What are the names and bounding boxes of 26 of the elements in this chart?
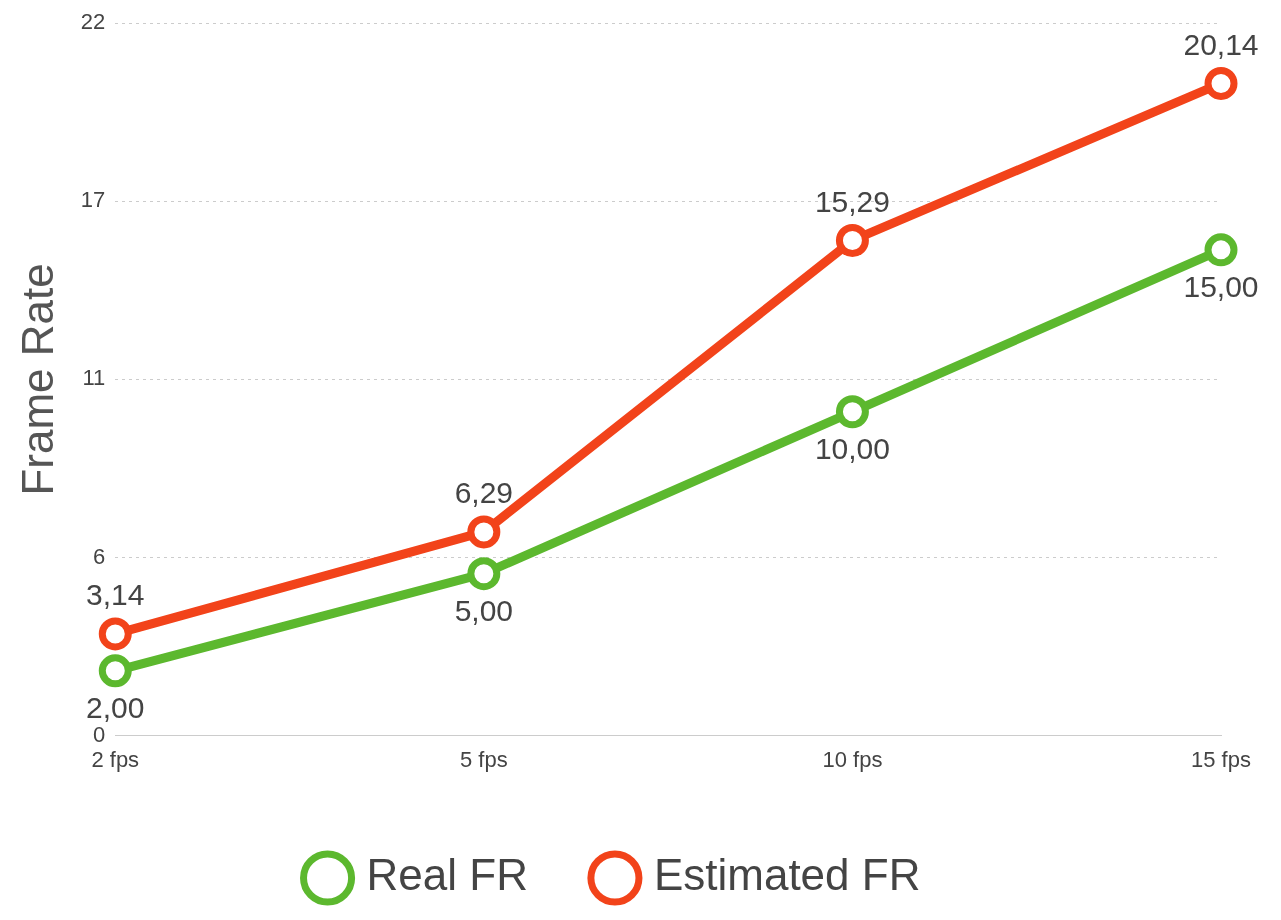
data-label: 15,00	[1183, 270, 1259, 304]
point	[1204, 66, 1238, 100]
x-tick-label: 15 fps	[1191, 746, 1251, 772]
x-tick-label: 10 fps	[822, 746, 883, 772]
y-tick-label: 22	[80, 9, 106, 35]
point	[467, 557, 501, 591]
legend-label: Real FR	[366, 850, 528, 900]
point	[1204, 233, 1238, 267]
data-label: 15,29	[814, 184, 890, 218]
legend-label: Estimated FR	[653, 850, 921, 900]
point	[467, 515, 501, 549]
y-tick-label: 17	[80, 187, 106, 213]
data-label: 5,00	[454, 593, 514, 627]
x-tick-label: 2 fps	[91, 746, 140, 772]
data-label: 3,14	[86, 578, 145, 612]
y-axis-title: Frame Rate	[12, 263, 62, 496]
y-tick-label: 6	[93, 543, 106, 569]
point	[98, 617, 132, 651]
point	[98, 654, 132, 688]
y-tick-label: 11	[82, 365, 106, 391]
data-label: 10,00	[814, 432, 890, 466]
data-label: 6,29	[454, 476, 514, 510]
data-label: 20,14	[1183, 27, 1259, 61]
x-tick-label: 5 fps	[460, 746, 508, 772]
point	[835, 223, 869, 257]
point	[835, 395, 869, 429]
